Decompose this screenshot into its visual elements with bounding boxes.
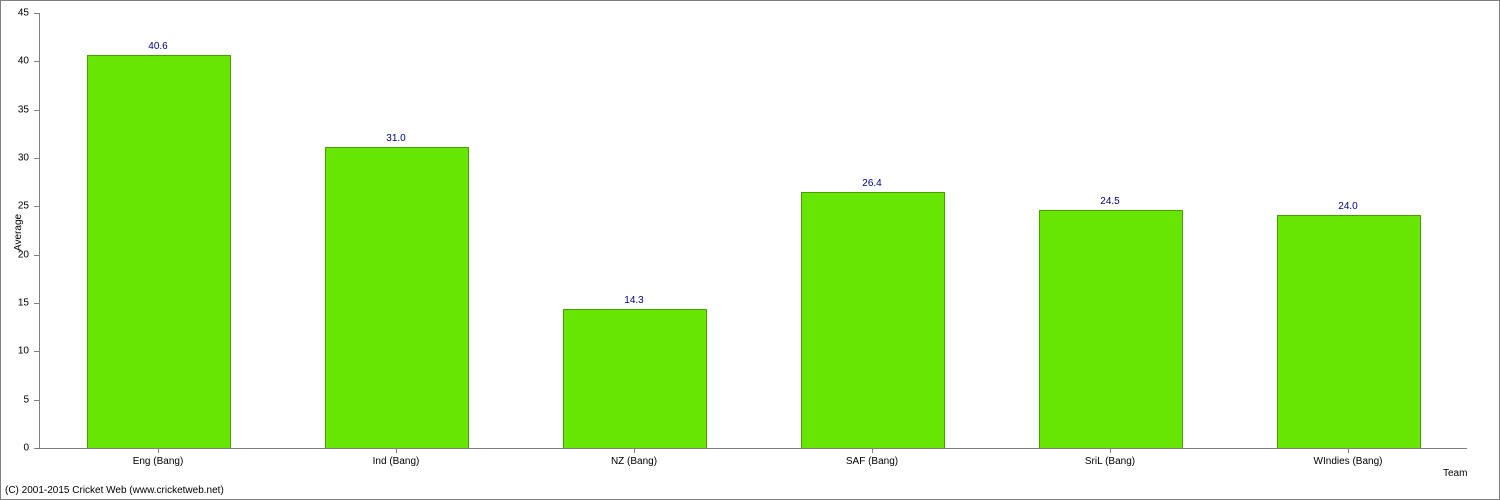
bar-value-label: 24.0 — [1338, 201, 1357, 212]
bar-value-label: 31.0 — [386, 133, 405, 144]
y-tick-label: 0 — [23, 443, 29, 454]
x-tick-label: Eng (Bang) — [133, 456, 184, 467]
y-tick — [34, 110, 39, 111]
bar-value-label: 14.3 — [624, 295, 643, 306]
y-tick — [34, 255, 39, 256]
y-tick — [34, 448, 39, 449]
y-tick — [34, 13, 39, 14]
bar — [1039, 210, 1184, 448]
x-axis-line — [39, 448, 1467, 449]
x-tick-label: Ind (Bang) — [373, 456, 420, 467]
bar — [325, 147, 470, 448]
y-tick-label: 35 — [18, 104, 29, 115]
bar — [563, 309, 708, 448]
y-tick — [34, 400, 39, 401]
y-tick — [34, 158, 39, 159]
bar-value-label: 40.6 — [148, 41, 167, 52]
y-tick-label: 20 — [18, 249, 29, 260]
bar-value-label: 24.5 — [1100, 196, 1119, 207]
y-tick — [34, 61, 39, 62]
y-tick — [34, 351, 39, 352]
bar-value-label: 26.4 — [862, 178, 881, 189]
x-axis-title: Team — [1443, 468, 1467, 479]
x-tick — [634, 448, 635, 453]
bar — [801, 192, 946, 448]
x-tick — [396, 448, 397, 453]
y-tick-label: 5 — [23, 394, 29, 405]
bar — [1277, 215, 1422, 448]
y-tick-label: 40 — [18, 56, 29, 67]
x-tick — [872, 448, 873, 453]
x-tick-label: WIndies (Bang) — [1314, 456, 1383, 467]
y-tick-label: 45 — [18, 8, 29, 19]
x-tick — [1110, 448, 1111, 453]
x-tick — [158, 448, 159, 453]
y-axis-title: Average — [13, 213, 24, 250]
y-tick — [34, 206, 39, 207]
y-axis-line — [39, 13, 40, 448]
y-tick-label: 15 — [18, 298, 29, 309]
x-tick-label: NZ (Bang) — [611, 456, 657, 467]
copyright-text: (C) 2001-2015 Cricket Web (www.cricketwe… — [5, 485, 224, 496]
chart-container: 40.6 31.0 14.3 26.4 24.5 24.0 Average Team (C… — [0, 0, 1500, 500]
x-tick-label: SAF (Bang) — [846, 456, 898, 467]
x-tick — [1348, 448, 1349, 453]
y-tick-label: 25 — [18, 201, 29, 212]
y-tick — [34, 303, 39, 304]
bar — [87, 55, 232, 448]
y-tick-label: 10 — [18, 346, 29, 357]
y-tick-label: 30 — [18, 153, 29, 164]
x-tick-label: SriL (Bang) — [1085, 456, 1135, 467]
plot-area: 40.6 31.0 14.3 26.4 24.5 24.0 — [39, 13, 1467, 448]
